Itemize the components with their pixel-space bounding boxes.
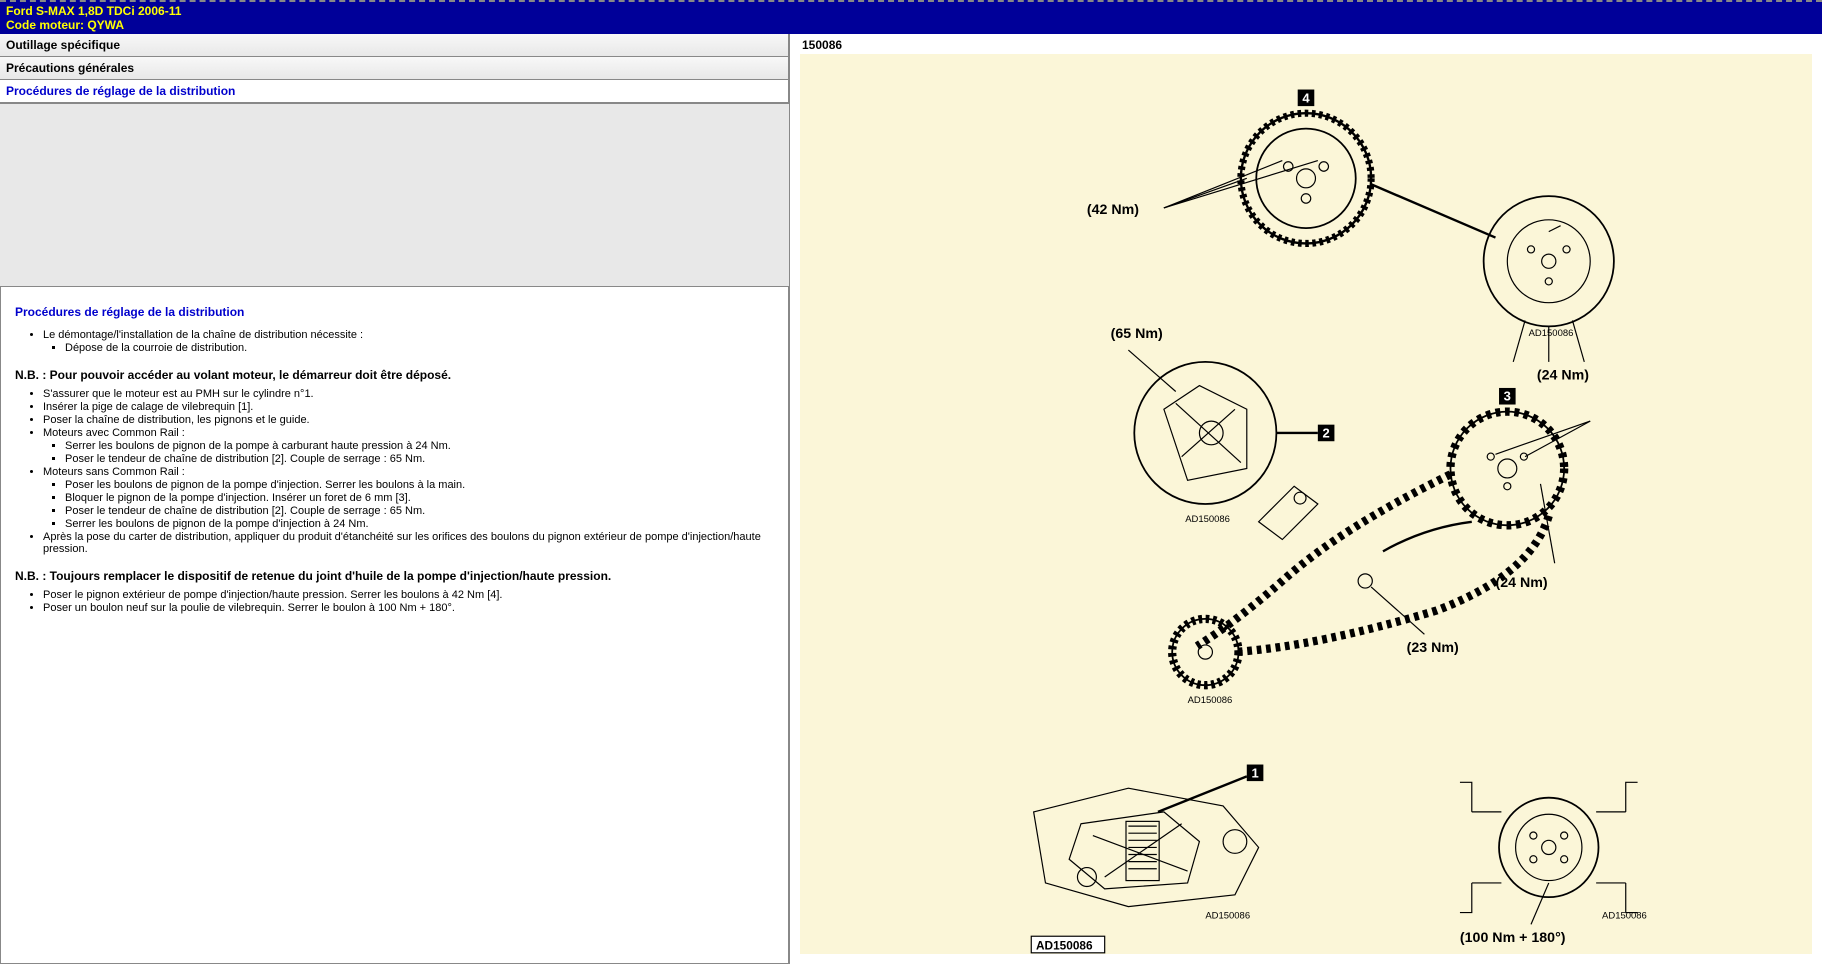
- vehicle-title: Ford S-MAX 1,8D TDCi 2006-11: [6, 4, 181, 18]
- list-item: Le démontage/l'installation de la chaîne…: [43, 329, 774, 354]
- svg-text:2: 2: [1323, 425, 1330, 440]
- svg-text:(65 Nm): (65 Nm): [1111, 326, 1163, 342]
- svg-text:AD150086: AD150086: [1185, 514, 1230, 525]
- note-1: N.B. : Pour pouvoir accéder au volant mo…: [15, 368, 774, 382]
- list-item: Moteurs avec Common Rail : Serrer les bo…: [43, 427, 774, 465]
- svg-text:AD150086: AD150086: [1602, 910, 1647, 921]
- nav-accordion: Outillage spécifique Précautions général…: [0, 34, 789, 104]
- svg-text:AD150086: AD150086: [1205, 910, 1250, 921]
- chain-assembly: [1172, 412, 1564, 686]
- list-item: Serrer les boulons de pignon de la pompe…: [65, 440, 774, 452]
- nav-item-precautions[interactable]: Précautions générales: [0, 57, 788, 80]
- crank-detail: [1034, 788, 1259, 906]
- list-item: Après la pose du carter de distribution,…: [43, 531, 774, 555]
- svg-text:(42 Nm): (42 Nm): [1087, 202, 1139, 218]
- crank-pulley-detail: [1460, 782, 1638, 912]
- figure-panel: 150086 4 (42 Nm): [790, 34, 1822, 964]
- svg-text:1: 1: [1251, 765, 1258, 780]
- note-2: N.B. : Toujours remplacer le dispositif …: [15, 569, 774, 583]
- pulley-detail: [1484, 196, 1614, 326]
- svg-text:(23 Nm): (23 Nm): [1407, 640, 1459, 656]
- left-column: Outillage spécifique Précautions général…: [0, 34, 790, 964]
- svg-text:AD150086: AD150086: [1529, 328, 1574, 339]
- timing-diagram: 4 (42 Nm) AD150086: [800, 54, 1812, 954]
- list-item: Bloquer le pignon de la pompe d'injectio…: [65, 492, 774, 504]
- list-item: Insérer la pige de calage de vilebrequin…: [43, 401, 774, 413]
- svg-text:(24 Nm): (24 Nm): [1495, 575, 1547, 591]
- content-pane[interactable]: Procédures de réglage de la distribution…: [0, 286, 789, 964]
- svg-text:(24 Nm): (24 Nm): [1537, 368, 1589, 384]
- list-item: Dépose de la courroie de distribution.: [65, 342, 774, 354]
- nav-item-tools[interactable]: Outillage spécifique: [0, 34, 788, 57]
- svg-text:4: 4: [1302, 90, 1310, 105]
- content-title: Procédures de réglage de la distribution: [15, 305, 774, 319]
- svg-text:3: 3: [1504, 389, 1511, 404]
- figure-ref: 150086: [802, 38, 842, 52]
- list-item: Poser le tendeur de chaîne de distributi…: [65, 505, 774, 517]
- svg-text:AD150086: AD150086: [1188, 695, 1233, 706]
- list-item: Serrer les boulons de pignon de la pompe…: [65, 518, 774, 530]
- list-item: Poser les boulons de pignon de la pompe …: [65, 479, 774, 491]
- list-item: Poser le pignon extérieur de pompe d'inj…: [43, 589, 774, 601]
- svg-text:AD150086: AD150086: [1036, 938, 1093, 952]
- list-item: Poser un boulon neuf sur la poulie de vi…: [43, 602, 774, 614]
- list-item: Poser le tendeur de chaîne de distributi…: [65, 453, 774, 465]
- nav-item-procedures[interactable]: Procédures de réglage de la distribution: [0, 80, 788, 103]
- nav-filler: [0, 104, 789, 286]
- list-item: Moteurs sans Common Rail : Poser les bou…: [43, 466, 774, 530]
- header-bar: Ford S-MAX 1,8D TDCi 2006-11 Code moteur…: [0, 0, 1822, 34]
- list-item: S'assurer que le moteur est au PMH sur l…: [43, 388, 774, 400]
- engine-code: Code moteur: QYWA: [6, 18, 1816, 32]
- main-layout: Outillage spécifique Précautions général…: [0, 34, 1822, 964]
- tensioner-detail: [1134, 362, 1276, 504]
- list-item: Poser la chaîne de distribution, les pig…: [43, 414, 774, 426]
- svg-text:(100 Nm + 180°): (100 Nm + 180°): [1460, 930, 1566, 946]
